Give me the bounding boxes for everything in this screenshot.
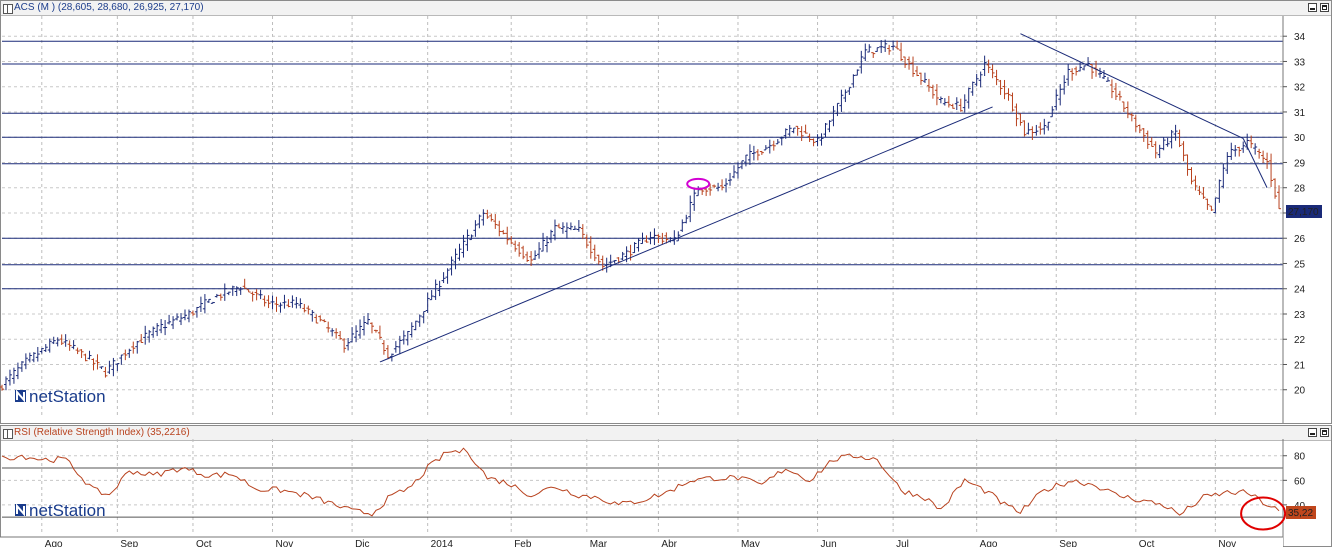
x-tick-label: Jul <box>896 539 909 547</box>
price-y-tick-label: 29 <box>1294 158 1306 169</box>
x-tick-label: Sep <box>120 539 138 547</box>
x-tick-label: Jun <box>821 539 837 547</box>
grid <box>2 16 1283 533</box>
rsi-panel-titlebar[interactable]: RSI (Relative Strength Index) (35,2216) <box>1 426 1331 441</box>
price-y-tick-label: 25 <box>1294 259 1306 270</box>
x-tick-label: Oct <box>1139 539 1155 547</box>
rsi-line <box>1 447 1280 517</box>
logo-text: netStation <box>29 387 106 406</box>
price-panel-titlebar[interactable]: ACS (M ) (28,605, 28,680, 26,925, 27,170… <box>1 1 1331 16</box>
x-tick-label: Feb <box>514 539 532 547</box>
x-tick-label: Sep <box>1059 539 1077 547</box>
axes: 343332313029282726252423222120806040AgoS… <box>0 16 1306 547</box>
resistance-trendline-extension <box>1242 138 1268 188</box>
price-y-tick-label: 22 <box>1294 335 1306 346</box>
x-tick-label: Ago <box>980 539 998 547</box>
price-y-tick-label: 26 <box>1294 234 1306 245</box>
netstation-logo: netStation <box>15 387 106 406</box>
annotation-circle <box>1240 496 1287 531</box>
price-y-tick-label: 28 <box>1294 184 1306 195</box>
x-tick-label: Abr <box>661 539 677 547</box>
maximize-button[interactable] <box>1320 428 1329 437</box>
support-trendline <box>379 106 993 363</box>
x-tick-label: Oct <box>196 539 212 547</box>
x-tick-label: Dic <box>355 539 369 547</box>
price-y-tick-label: 33 <box>1294 57 1306 68</box>
price-y-tick-label: 24 <box>1294 285 1306 296</box>
price-panel: ACS (M ) (28,605, 28,680, 26,925, 27,170… <box>0 0 1332 424</box>
rsi-y-tick-label: 80 <box>1294 452 1306 463</box>
annotations <box>686 177 1287 531</box>
netstation-logo: netStation <box>15 501 106 520</box>
x-tick-label: Nov <box>276 539 294 547</box>
minimize-button[interactable] <box>1308 3 1317 12</box>
ohlc-bars <box>0 39 1282 391</box>
x-tick-label: May <box>741 539 760 547</box>
rsi-last-tag: 35,22 <box>1286 506 1316 519</box>
rsi-series <box>1 447 1280 517</box>
price-y-tick-label: 23 <box>1294 310 1306 321</box>
last-price-label: 27,170 <box>1288 207 1319 218</box>
price-y-tick-label: 34 <box>1294 32 1306 43</box>
x-axis-strip <box>0 537 1283 547</box>
rsi-y-tick-label: 60 <box>1294 476 1306 487</box>
window-icon <box>3 4 13 14</box>
price-last-tag: 27,170 <box>1286 205 1322 218</box>
logo-text: netStation <box>29 501 106 520</box>
price-y-tick-label: 30 <box>1294 133 1306 144</box>
x-tick-label: Mar <box>590 539 608 547</box>
rsi-panel-title: RSI (Relative Strength Index) (35,2216) <box>14 427 190 438</box>
last-rsi-label: 35,22 <box>1288 508 1313 519</box>
horizontal-levels <box>2 40 1283 518</box>
window-icon <box>3 429 13 439</box>
price-panel-title: ACS (M ) (28,605, 28,680, 26,925, 27,170… <box>14 2 204 13</box>
x-tick-label: Nov <box>1218 539 1236 547</box>
trendlines <box>379 33 1268 363</box>
x-tick-label: Ago <box>45 539 63 547</box>
price-y-tick-label: 20 <box>1294 386 1306 397</box>
annotation-ellipse <box>686 177 711 190</box>
x-tick-label: 2014 <box>431 539 454 547</box>
maximize-button[interactable] <box>1320 3 1329 12</box>
price-y-tick-label: 31 <box>1294 108 1306 119</box>
resistance-trendline <box>1020 33 1244 139</box>
price-y-tick-label: 21 <box>1294 360 1306 371</box>
price-y-tick-label: 32 <box>1294 83 1306 94</box>
minimize-button[interactable] <box>1308 428 1317 437</box>
